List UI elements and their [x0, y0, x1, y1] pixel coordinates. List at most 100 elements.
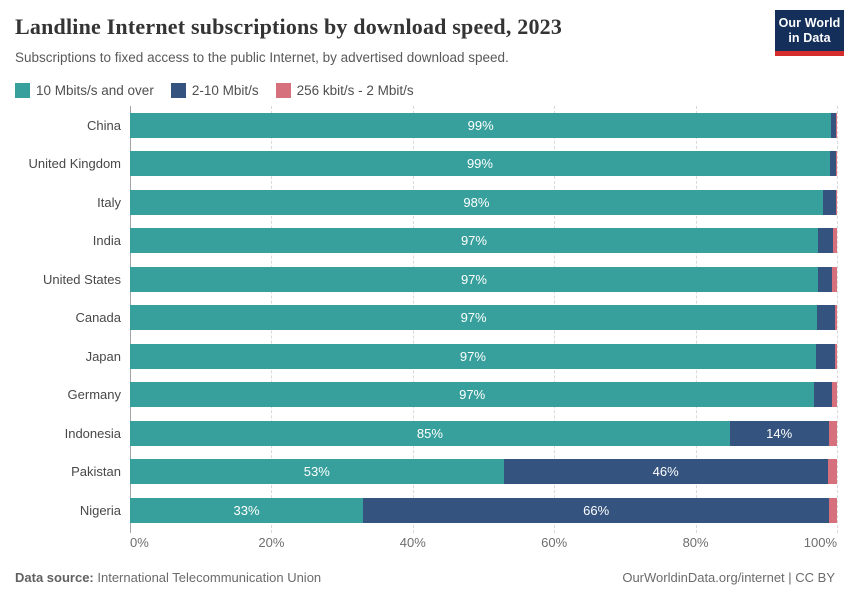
- bar-segment-slow[interactable]: [827, 459, 837, 485]
- bar-segment-fast[interactable]: 97%: [130, 266, 818, 292]
- country-label: Canada: [75, 310, 121, 326]
- bar-segment-fast[interactable]: 99%: [130, 151, 830, 177]
- bar-segment-medium[interactable]: [814, 382, 833, 408]
- bar-segment-fast[interactable]: 33%: [130, 497, 364, 523]
- chart-area: China 99% United Kingdom 99% Italy 98% India 97…: [15, 106, 838, 555]
- bar-value-label: 33%: [233, 502, 260, 518]
- bar-segment-slow[interactable]: [835, 151, 837, 177]
- bar-row: Italy 98%: [15, 183, 837, 222]
- legend: 10 Mbits/s and over 2-10 Mbit/s 256 kbit/s…: [15, 82, 835, 98]
- gridline: [837, 106, 838, 533]
- legend-item-medium[interactable]: 2-10 Mbit/s: [170, 82, 259, 98]
- bar-segment-fast[interactable]: 97%: [130, 305, 818, 331]
- bar-row: Japan 97%: [15, 337, 837, 376]
- bar-segment-fast[interactable]: 97%: [130, 228, 818, 254]
- bar-value-label: 66%: [583, 502, 610, 518]
- data-source-label: Data source:: [15, 569, 94, 585]
- credit-link[interactable]: OurWorldinData.org/internet | CC BY: [622, 569, 835, 585]
- legend-swatch-icon: [170, 82, 186, 98]
- bar-segment-slow[interactable]: [835, 189, 837, 215]
- bar-value-label: 99%: [466, 156, 493, 172]
- stacked-bar: 98%: [130, 189, 837, 215]
- bar-segment-fast[interactable]: 53%: [130, 459, 504, 485]
- bar-segment-slow[interactable]: [832, 266, 837, 292]
- legend-item-slow[interactable]: 256 kbit/s - 2 Mbit/s: [275, 82, 414, 98]
- stacked-bar: 97%: [130, 266, 837, 292]
- x-tick-label: 100%: [803, 534, 837, 550]
- stacked-bar: 99%: [130, 112, 837, 138]
- country-label: United States: [42, 271, 121, 287]
- x-tick-label: 60%: [541, 534, 568, 550]
- bar-value-label: 97%: [460, 233, 487, 249]
- bar-segment-fast[interactable]: 98%: [130, 189, 823, 215]
- country-label: Nigeria: [79, 502, 121, 518]
- bar-segment-medium[interactable]: [817, 228, 833, 254]
- bar-segment-medium[interactable]: [817, 305, 835, 331]
- bar-segment-medium[interactable]: [815, 343, 835, 369]
- bar-segment-slow[interactable]: [834, 305, 837, 331]
- x-tick-label: 20%: [258, 534, 285, 550]
- data-source-note: Data source: International Telecommunica…: [15, 570, 321, 585]
- bar-value-label: 53%: [303, 464, 330, 480]
- bar-segment-fast[interactable]: 97%: [130, 343, 816, 369]
- bar-value-label: 97%: [459, 348, 486, 364]
- country-label: Italy: [97, 194, 121, 210]
- bar-rows: China 99% United Kingdom 99% Italy 98% India 97…: [15, 106, 837, 530]
- bar-segment-medium[interactable]: [822, 189, 836, 215]
- stacked-bar: 85% 14%: [130, 420, 837, 446]
- bar-segment-fast[interactable]: 99%: [130, 112, 832, 138]
- bar-value-label: 99%: [467, 117, 494, 133]
- bar-row: Canada 97%: [15, 299, 837, 338]
- country-label: Germany: [67, 387, 121, 403]
- owid-logo[interactable]: Our World in Data: [775, 10, 844, 56]
- legend-label: 2-10 Mbit/s: [191, 82, 259, 98]
- bar-value-label: 46%: [652, 464, 679, 480]
- stacked-bar: 53% 46%: [130, 459, 837, 485]
- stacked-bar: 97%: [130, 343, 837, 369]
- bar-value-label: 85%: [416, 425, 443, 441]
- bar-segment-fast[interactable]: 85%: [130, 420, 730, 446]
- legend-swatch-icon: [15, 82, 30, 98]
- bar-segment-slow[interactable]: [829, 497, 837, 523]
- bar-segment-fast[interactable]: 97%: [130, 382, 815, 408]
- bar-segment-medium[interactable]: [831, 112, 837, 138]
- bar-value-label: 97%: [460, 271, 487, 287]
- bar-row: Germany 97%: [15, 376, 837, 415]
- bar-row: Indonesia 85% 14%: [15, 414, 837, 453]
- bar-segment-medium[interactable]: 46%: [503, 459, 828, 485]
- x-tick-label: 40%: [399, 534, 426, 550]
- bar-segment-slow[interactable]: [832, 382, 837, 408]
- legend-item-fast[interactable]: 10 Mbits/s and over: [15, 82, 154, 98]
- bar-segment-medium[interactable]: [829, 151, 836, 177]
- country-label: Indonesia: [64, 425, 121, 441]
- data-source-value: International Telecommunication Union: [97, 569, 322, 585]
- bar-segment-slow[interactable]: [832, 228, 837, 254]
- chart-title: Landline Internet subscriptions by downl…: [15, 14, 563, 39]
- bar-segment-medium[interactable]: 66%: [363, 497, 830, 523]
- country-label: India: [92, 233, 121, 249]
- owid-logo-line1: Our World: [778, 16, 841, 30]
- bar-value-label: 97%: [460, 310, 487, 326]
- bar-value-label: 14%: [766, 425, 793, 441]
- footer: Data source: International Telecommunica…: [15, 570, 835, 585]
- legend-swatch-icon: [275, 82, 291, 98]
- x-tick-label: 80%: [682, 534, 709, 550]
- bar-row: Pakistan 53% 46%: [15, 453, 837, 492]
- bar-row: United Kingdom 99%: [15, 145, 837, 184]
- chart-subtitle: Subscriptions to fixed access to the pub…: [15, 50, 509, 65]
- bar-segment-medium[interactable]: 14%: [729, 420, 829, 446]
- bar-value-label: 97%: [459, 387, 486, 403]
- bar-segment-slow[interactable]: [836, 112, 837, 138]
- country-label: Pakistan: [71, 464, 121, 480]
- bar-segment-medium[interactable]: [817, 266, 833, 292]
- bar-segment-slow[interactable]: [834, 343, 837, 369]
- bar-segment-slow[interactable]: [828, 420, 837, 446]
- stacked-bar: 97%: [130, 228, 837, 254]
- legend-label: 10 Mbits/s and over: [36, 82, 154, 98]
- legend-label: 256 kbit/s - 2 Mbit/s: [296, 82, 414, 98]
- bar-row: Nigeria 33% 66%: [15, 491, 837, 530]
- bar-row: India 97%: [15, 222, 837, 261]
- country-label: China: [87, 117, 121, 133]
- stacked-bar: 33% 66%: [130, 497, 837, 523]
